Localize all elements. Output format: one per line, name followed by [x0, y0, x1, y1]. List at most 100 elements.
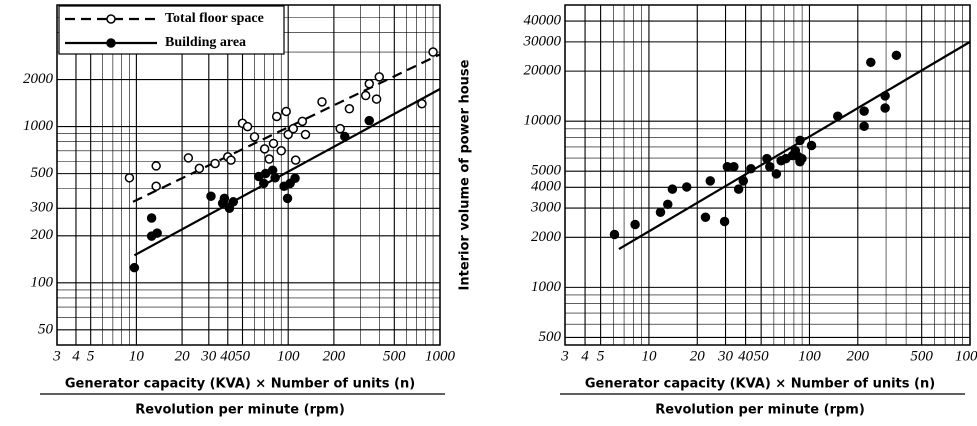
- point: [371, 94, 382, 104]
- x-axis-label-denominator: Revolution per minute (rpm): [655, 403, 865, 418]
- x-tick-label: 40: [738, 348, 754, 364]
- point: [129, 262, 140, 273]
- point: [765, 161, 775, 172]
- y-tick-label: 50: [38, 321, 54, 337]
- point: [258, 178, 269, 189]
- x-tick-label: 10: [641, 348, 657, 364]
- point: [219, 193, 230, 204]
- point: [630, 219, 640, 230]
- legend-label: Total floor space: [165, 11, 264, 26]
- y-tick-label: 200: [31, 227, 54, 243]
- point: [259, 144, 270, 154]
- point: [249, 132, 260, 142]
- point: [719, 216, 730, 227]
- legend-label: Building area: [165, 35, 246, 50]
- point: [335, 123, 345, 134]
- x-tick-label: 100: [277, 348, 300, 364]
- y-tick-label: 1000: [23, 118, 54, 134]
- point: [733, 184, 744, 194]
- point: [891, 50, 902, 61]
- y-axis-label: Interior volume of power house: [458, 59, 473, 290]
- point: [300, 129, 311, 140]
- point: [271, 111, 282, 122]
- point: [152, 228, 162, 238]
- y-tick-label: 1000: [531, 279, 562, 295]
- point: [832, 111, 843, 122]
- plot-area: [56, 4, 441, 346]
- point: [866, 57, 876, 68]
- trend-line: [132, 53, 441, 203]
- point: [663, 199, 673, 210]
- x-axis-label: Generator capacity (KVA) × Number of uni…: [65, 377, 415, 392]
- point: [374, 72, 385, 82]
- point: [124, 173, 135, 183]
- point: [609, 229, 620, 240]
- point: [762, 153, 772, 164]
- point: [771, 169, 782, 179]
- point: [183, 153, 194, 163]
- x-tick-label: 30: [717, 348, 734, 364]
- legend-marker: [106, 14, 116, 24]
- point: [146, 213, 157, 223]
- point: [700, 212, 711, 223]
- point: [729, 161, 739, 172]
- x-tick-label: 50: [235, 348, 251, 364]
- x-tick-label: 4: [581, 348, 589, 364]
- point: [268, 138, 279, 149]
- point: [667, 184, 678, 194]
- point: [206, 191, 216, 202]
- point: [282, 193, 293, 204]
- x-tick-label: 30: [200, 348, 217, 364]
- point: [364, 115, 375, 126]
- point: [364, 78, 375, 89]
- x-tick-label: 1000: [425, 348, 456, 364]
- x-axis-label-denominator: Revolution per minute (rpm): [135, 403, 345, 418]
- x-tick-label: 3: [52, 348, 61, 364]
- y-tick-label: 3000: [530, 200, 562, 216]
- point: [194, 163, 205, 174]
- point: [795, 135, 805, 146]
- point: [228, 197, 239, 207]
- point: [276, 146, 286, 156]
- point: [290, 155, 301, 165]
- point: [151, 181, 161, 192]
- y-tick-label: 500: [539, 329, 562, 345]
- x-tick-label: 500: [383, 348, 406, 364]
- point: [797, 153, 807, 164]
- x-tick-label: 3: [560, 348, 569, 364]
- y-tick-label: 100: [31, 274, 54, 290]
- x-tick-label: 100: [798, 348, 821, 364]
- y-tick-label: 4000: [531, 179, 562, 195]
- point: [281, 106, 291, 117]
- point: [746, 164, 756, 174]
- x-tick-label: 4: [72, 348, 80, 364]
- trend-line: [618, 40, 971, 251]
- y-tick-label: 2000: [23, 71, 54, 87]
- point: [859, 106, 869, 116]
- point: [264, 154, 274, 164]
- legend-marker: [106, 38, 116, 48]
- point: [283, 129, 293, 140]
- point: [738, 176, 749, 186]
- x-axis-label: Generator capacity (KVA) × Number of uni…: [585, 377, 935, 392]
- point: [226, 155, 236, 165]
- y-tick-label: 10000: [524, 113, 562, 129]
- x-tick-label: 40: [220, 348, 236, 364]
- x-tick-label: 200: [323, 348, 346, 364]
- point: [344, 104, 355, 114]
- point: [210, 158, 220, 169]
- x-tick-label: 200: [847, 348, 870, 364]
- y-tick-label: 20000: [524, 63, 562, 79]
- legend: [58, 5, 285, 55]
- point: [655, 207, 666, 218]
- point: [297, 116, 308, 127]
- x-tick-label: 20: [175, 348, 191, 364]
- point: [859, 121, 869, 132]
- point: [340, 131, 350, 142]
- x-tick-label: 5: [597, 348, 605, 364]
- point: [270, 173, 280, 183]
- point: [880, 103, 890, 113]
- point: [242, 121, 253, 132]
- y-tick-label: 2000: [531, 229, 562, 245]
